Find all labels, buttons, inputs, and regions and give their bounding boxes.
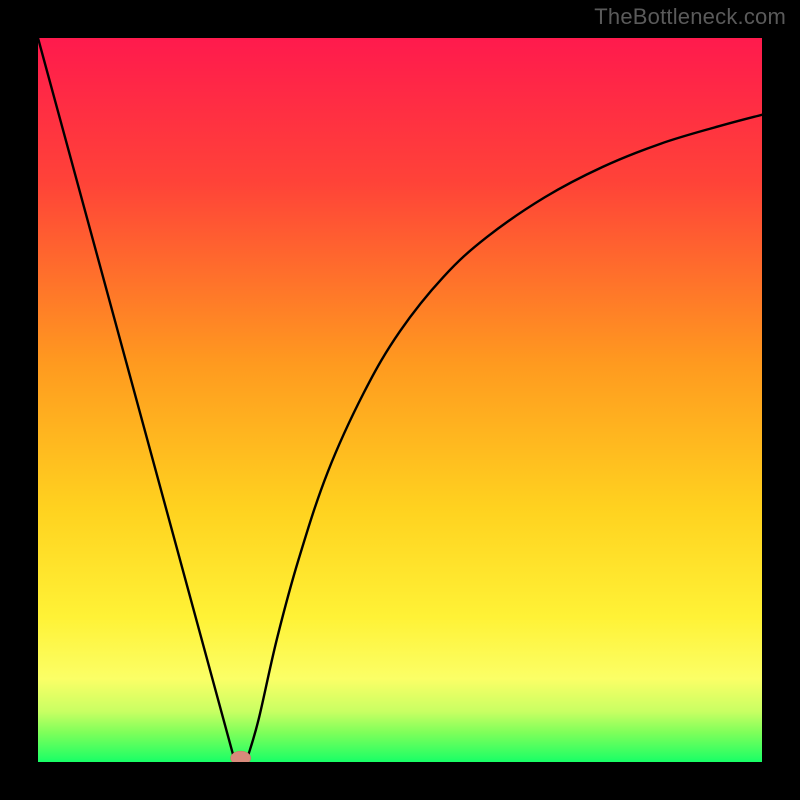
attribution-text: TheBottleneck.com xyxy=(594,4,786,30)
chart-frame: TheBottleneck.com xyxy=(0,0,800,800)
chart-svg xyxy=(38,38,762,762)
plot-area xyxy=(38,38,762,762)
